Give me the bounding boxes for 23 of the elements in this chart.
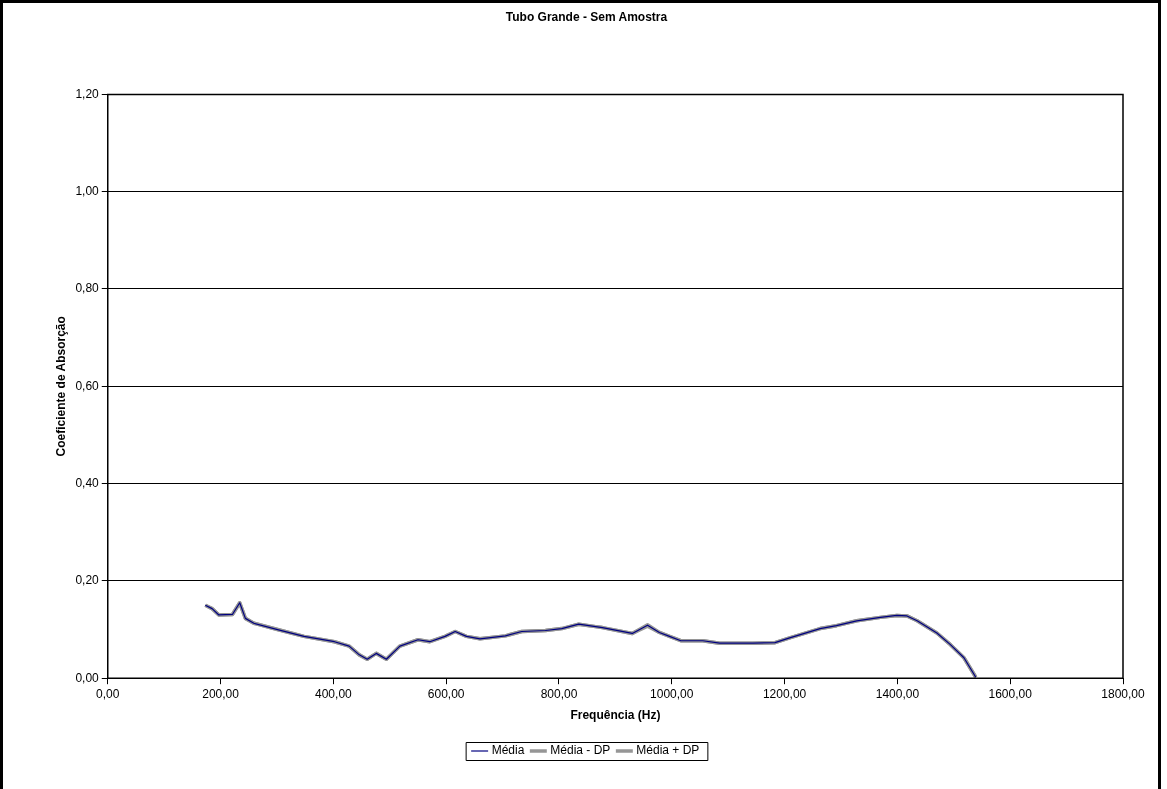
y-tick-label: 1,00 (75, 184, 100, 199)
x-tick-label: 1600,00 (988, 686, 1033, 701)
x-tick-label: 200,00 (202, 686, 240, 701)
legend-label: Média (491, 743, 525, 758)
legend-label: Média + DP (636, 743, 700, 758)
y-tick-label: 0,60 (75, 378, 100, 393)
y-tick-label: 0,80 (75, 281, 100, 296)
x-tick-label: 1000,00 (650, 686, 694, 701)
x-tick-label: 800,00 (540, 686, 578, 701)
x-tick-label: 1800,00 (1101, 686, 1146, 701)
chart-title: Tubo Grande - Sem Amostra (505, 9, 668, 24)
y-axis-title: Coeficiente de Absorção (53, 316, 68, 457)
x-tick-label: 600,00 (427, 686, 465, 701)
x-tick-label: 400,00 (315, 686, 353, 701)
x-tick-label: 1200,00 (762, 686, 807, 701)
x-tick-label: 1400,00 (875, 686, 920, 701)
x-axis-title: Frequência (Hz) (570, 708, 661, 723)
y-tick-label: 1,20 (75, 86, 100, 101)
y-tick-label: 0,20 (75, 573, 100, 588)
y-tick-label: 0,00 (75, 670, 100, 685)
x-tick-label: 0,00 (96, 686, 120, 701)
y-tick-label: 0,40 (75, 475, 100, 490)
legend-label: Média - DP (550, 743, 611, 758)
